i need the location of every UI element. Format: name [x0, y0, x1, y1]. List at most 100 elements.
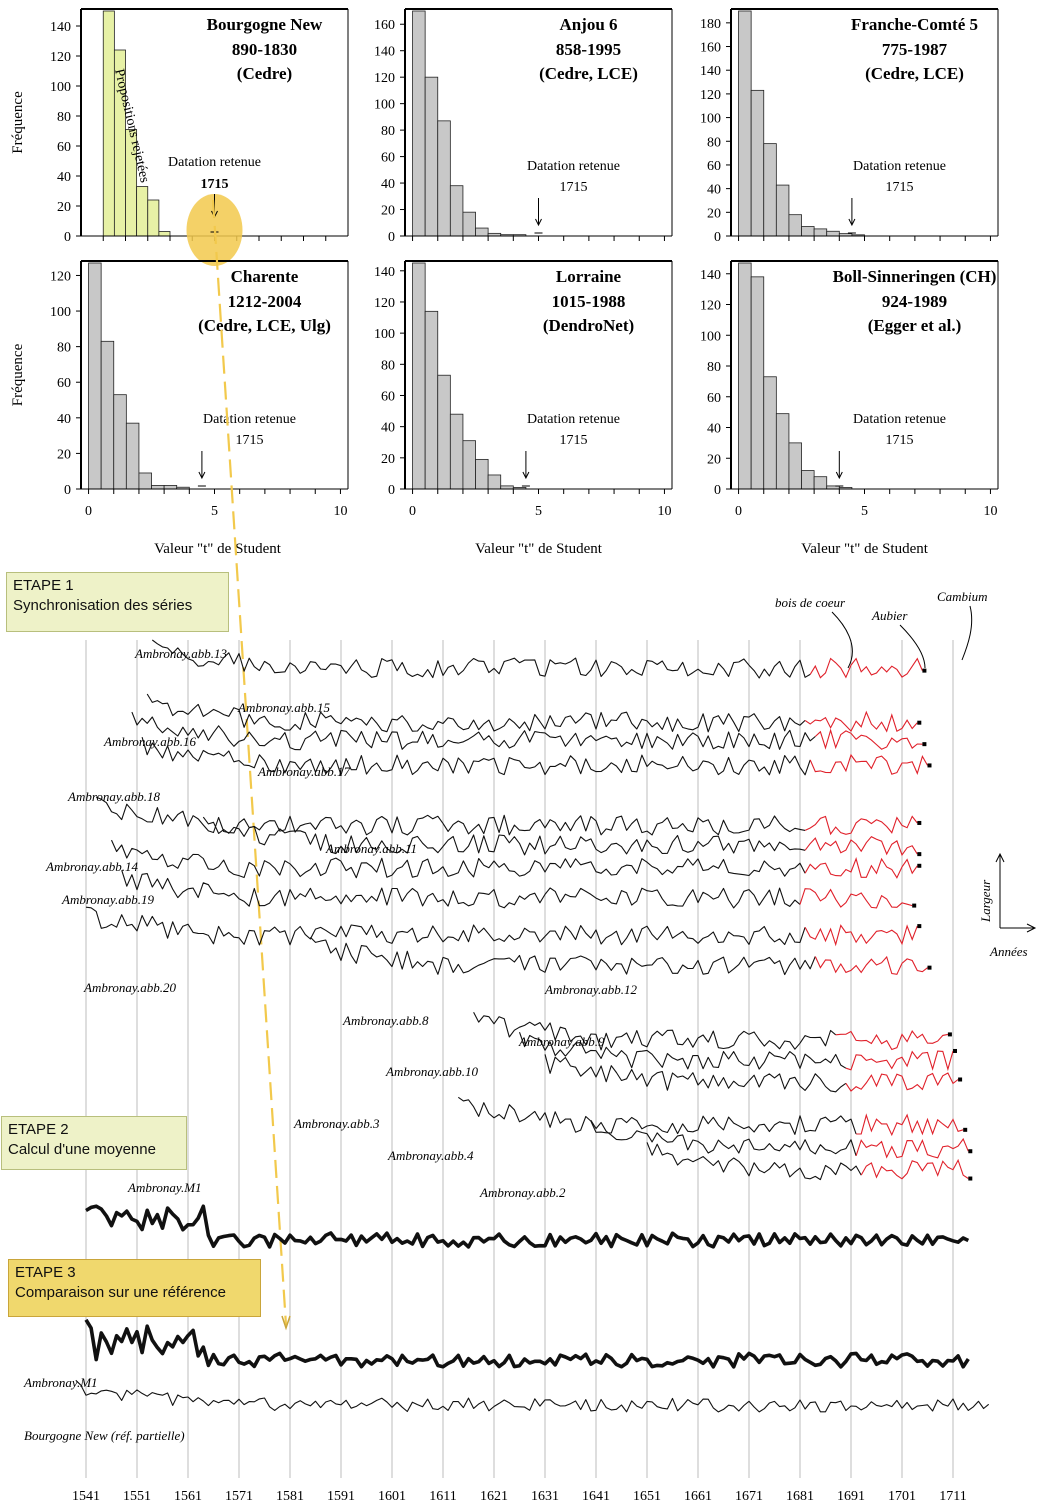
- y-tick-label: 140: [50, 20, 71, 35]
- bar: [158, 231, 171, 237]
- y-tick-label: 40: [381, 177, 395, 192]
- series-line: [95, 796, 806, 836]
- aubier-label: Aubier: [871, 608, 908, 623]
- y-tick-label: 80: [57, 110, 71, 125]
- year-tick-label: 1701: [888, 1489, 916, 1504]
- panel-sources: (DendroNet): [543, 316, 634, 335]
- y-tick-label: 0: [388, 483, 395, 498]
- bar: [151, 485, 165, 490]
- marker-label: Datation retenue: [203, 412, 296, 427]
- series-line: [473, 1011, 837, 1051]
- panel-sources: (Cedre, LCE, Ulg): [198, 316, 331, 335]
- bar: [826, 230, 840, 237]
- marker-year: 1715: [236, 433, 264, 448]
- bar: [437, 120, 451, 237]
- y-tick-label: 0: [64, 483, 71, 498]
- step-2-box: ETAPE 2 Calcul d'une moyenne: [1, 1116, 187, 1170]
- series-ambronay-abb-2: Ambronay.abb.2: [479, 1142, 973, 1200]
- series-label: Ambronay.abb.11: [325, 841, 417, 856]
- panel-anjou-6: 0 20 40 60 80 100 120 140 160 Anjou 6 858-1995 (Ced…: [374, 8, 673, 245]
- y-tick-label: 140: [374, 265, 395, 280]
- y-tick-label: 0: [714, 483, 721, 498]
- series-line: [146, 693, 806, 733]
- series-line: [457, 1096, 857, 1135]
- panel-franche-comt-5: 0 20 40 60 80 100 120 140 160 180 Franche-Comté 5 7…: [700, 8, 999, 245]
- series-label: Ambronay.abb.15: [237, 700, 330, 715]
- panel-subtitle: 924-1989: [882, 292, 947, 311]
- bar: [100, 340, 115, 490]
- sapwood-line: [855, 1137, 969, 1159]
- arrow-head: [522, 471, 530, 480]
- series-line: [85, 906, 806, 946]
- year-tick-label: 1561: [174, 1489, 202, 1504]
- series-label: Ambronay.abb.2: [479, 1185, 566, 1200]
- series-label: Ambronay.abb.16: [103, 734, 196, 749]
- ring-width-series: Ambronay.abb.13 Ambronay.abb.15 Ambronay.a…: [23, 639, 990, 1443]
- year-tick-label: 1601: [378, 1489, 406, 1504]
- bar: [136, 186, 149, 237]
- series-line: [646, 1142, 862, 1181]
- bar: [813, 476, 828, 490]
- marker-year: 1715: [560, 433, 588, 448]
- cambium-marker: [917, 852, 922, 857]
- y-tick-label: 100: [700, 112, 721, 127]
- year-tick-label: 1651: [633, 1489, 661, 1504]
- sapwood-line: [809, 657, 923, 679]
- sapwood-line: [799, 888, 913, 909]
- marker-label: Datation retenue: [853, 159, 946, 174]
- bar: [424, 310, 439, 490]
- arrow-head: [535, 218, 542, 227]
- y-tick-label: 100: [50, 305, 71, 320]
- series-ambronay-abb-9: Ambronay.abb.9: [518, 1032, 957, 1072]
- series-label: Ambronay.abb.18: [67, 789, 160, 804]
- year-tick-label: 1661: [684, 1489, 712, 1504]
- series-label: Ambronay.M1: [23, 1375, 98, 1390]
- y-tick-label: 100: [374, 327, 395, 342]
- series-line: [110, 839, 806, 879]
- y-tick-label: 20: [381, 452, 395, 467]
- series-line: [202, 816, 806, 856]
- cambium-marker: [922, 668, 927, 673]
- y-tick-label: 120: [700, 299, 721, 314]
- y-tick-label: 100: [700, 329, 721, 344]
- series-label: Ambronay.abb.19: [61, 892, 154, 907]
- connector-lines: [211, 199, 291, 1331]
- series-ambronay-abb-19: Ambronay.abb.19: [61, 870, 917, 909]
- y-tick-label: 60: [381, 389, 395, 404]
- y-tick-label: 120: [700, 88, 721, 103]
- marker-label: Datation retenue: [168, 155, 261, 170]
- arrow-head: [848, 218, 856, 227]
- step-2-text: Calcul d'une moyenne: [8, 1141, 156, 1158]
- sapwood-line: [804, 815, 918, 836]
- cambium-marker: [912, 903, 917, 908]
- bar: [163, 485, 178, 490]
- series-label: Bourgogne New (réf. partielle): [24, 1428, 185, 1443]
- year-tick-label: 1681: [786, 1489, 814, 1504]
- step-1-text: Synchronisation des séries: [13, 597, 193, 614]
- bar: [813, 228, 828, 237]
- sapwood-line: [835, 1030, 949, 1051]
- bar: [138, 472, 152, 490]
- marker-year: 1715: [201, 177, 229, 192]
- panel-subtitle: 1015-1988: [552, 292, 626, 311]
- panel-title: Lorraine: [556, 267, 622, 286]
- panel-title: Charente: [231, 267, 299, 286]
- arrow-head: [198, 471, 206, 480]
- annees-label: Années: [989, 944, 1028, 959]
- series-label: Ambronay.abb.9: [518, 1034, 605, 1049]
- cambium-marker: [927, 763, 932, 768]
- bar: [125, 422, 140, 490]
- series-ambronay-m1: Ambronay.M1: [23, 1318, 970, 1390]
- bar: [487, 474, 502, 490]
- sapwood-line: [804, 857, 918, 879]
- y-tick-label: 80: [57, 341, 71, 356]
- cambium-marker: [963, 1127, 968, 1132]
- bar: [462, 440, 476, 490]
- sapwood-line: [804, 836, 918, 857]
- series-ambronay-abb-10: Ambronay.abb.10: [385, 1054, 963, 1093]
- marker-label: Datation retenue: [527, 159, 620, 174]
- series-label: Ambronay.abb.20: [83, 980, 176, 995]
- y-tick-label: 40: [57, 412, 71, 427]
- bar: [113, 394, 127, 490]
- cambium-marker: [927, 965, 932, 970]
